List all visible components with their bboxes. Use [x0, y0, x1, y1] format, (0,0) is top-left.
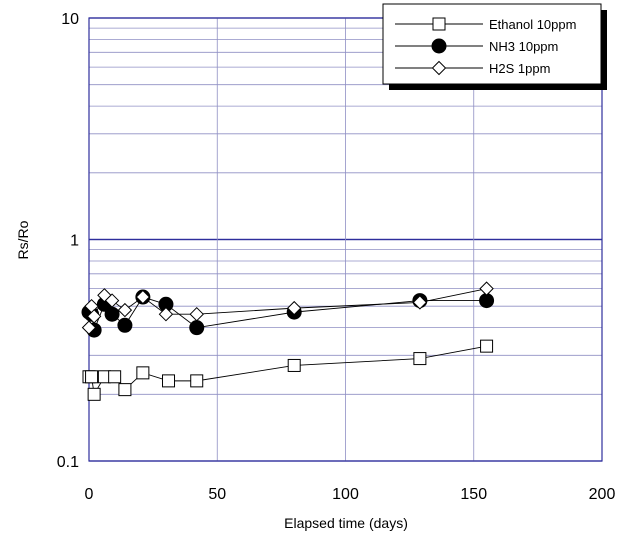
data-point [118, 383, 132, 397]
y-axis-title: Rs/Ro [15, 220, 31, 259]
legend: Ethanol 10ppm NH3 10ppm H2S 1ppm [382, 3, 607, 90]
data-point [85, 370, 99, 384]
data-point [136, 366, 150, 380]
data-point [104, 306, 120, 322]
data-point [190, 374, 204, 388]
x-tick-label: 200 [589, 486, 616, 503]
data-point [480, 339, 494, 353]
x-tick-label: 0 [85, 486, 94, 503]
data-point [287, 358, 301, 372]
y-tick-label: 0.1 [57, 454, 79, 471]
legend-marker [431, 38, 447, 54]
data-point [117, 302, 133, 318]
y-tick-labels: 0.1 1 10 [57, 11, 79, 471]
plot-frame [88, 17, 603, 462]
series-0 [82, 339, 494, 401]
x-tick-label: 150 [460, 486, 487, 503]
legend-label: NH3 10ppm [489, 39, 558, 54]
y-tick-label: 10 [61, 11, 79, 28]
x-tick-label: 50 [208, 486, 226, 503]
legend-marker [432, 17, 446, 31]
legend-label: H2S 1ppm [489, 61, 550, 76]
data-point [117, 317, 133, 333]
data-point [162, 374, 176, 388]
data-point [81, 320, 97, 335]
x-axis-title: Elapsed time (days) [284, 515, 408, 531]
data-point [87, 387, 101, 401]
legend-box [382, 3, 602, 85]
legend-marker [431, 60, 447, 76]
series-layer [81, 281, 495, 401]
data-point [479, 281, 494, 296]
data-point [104, 293, 120, 308]
series-2 [81, 281, 494, 335]
data-point [189, 320, 205, 336]
x-tick-labels: 0 50 100 150 200 [85, 486, 616, 503]
x-tick-label: 100 [332, 486, 359, 503]
data-point [413, 352, 427, 366]
legend-label: Ethanol 10ppm [489, 17, 576, 32]
y-tick-label: 1 [70, 233, 79, 250]
data-point [158, 306, 174, 322]
data-point [86, 309, 102, 324]
data-point [286, 300, 302, 316]
data-point [189, 306, 204, 322]
data-point [412, 295, 428, 310]
data-point [135, 289, 151, 305]
data-point [108, 370, 122, 384]
